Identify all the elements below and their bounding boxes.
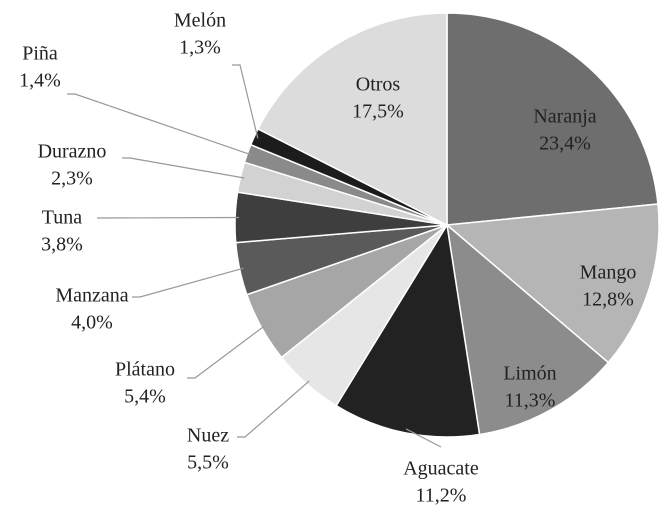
pie-slice [445,223,610,436]
slice-label: Tuna [42,207,83,229]
slice-value-label: 5,4% [124,386,166,408]
leader-line [237,380,310,438]
slice-label: Piña [22,43,58,65]
slice-value-label: 12,8% [582,289,634,311]
leader-line [405,428,442,448]
pie-slice [446,12,659,226]
leader-line [132,267,244,298]
slice-value-label: 11,3% [505,390,556,412]
slice-value-label: 11,2% [416,485,467,507]
slice-label: Plátano [115,359,175,381]
leader-line [232,64,259,139]
slice-label: Aguacate [403,458,479,480]
slice-value-label: 5,5% [187,452,229,474]
slice-value-label: 4,0% [71,312,113,334]
slice-label: Manzana [55,285,128,307]
leader-line [187,325,266,379]
leader-line [97,216,240,219]
slice-value-label: 2,3% [51,168,93,190]
leader-line [67,93,252,156]
slice-value-label: 1,3% [179,37,221,59]
pie-slice [335,222,481,438]
slice-value-label: 3,8% [41,234,83,256]
slice-label: Otros [356,74,401,96]
slice-value-label: 17,5% [352,101,404,123]
pie-slice [445,203,660,364]
slice-label: Melón [174,10,226,32]
pie-slice [256,12,448,227]
slice-label: Limón [503,363,556,385]
slice-label: Mango [580,262,637,284]
slice-label: Durazno [38,141,107,163]
slice-value-label: 1,4% [19,70,61,92]
slice-label: Naranja [533,106,596,128]
slice-value-label: 23,4% [539,133,591,155]
slice-label: Nuez [187,425,229,447]
leader-line [122,157,245,179]
